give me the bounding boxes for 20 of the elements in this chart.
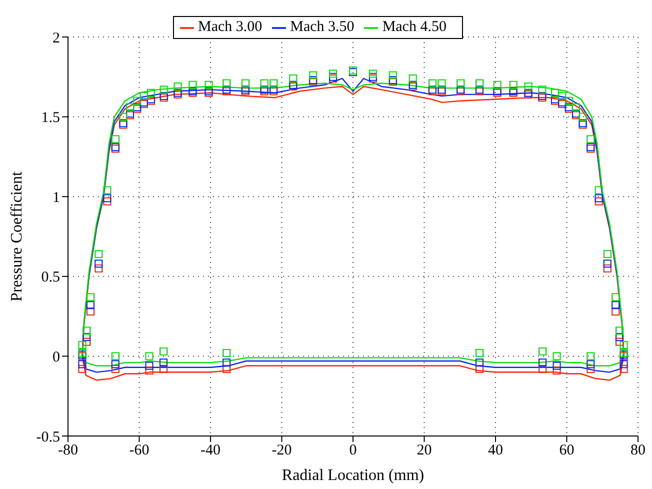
legend-label: Mach 3.00: [198, 19, 262, 35]
x-tick-label: 20: [416, 442, 432, 459]
legend-label: Mach 3.50: [290, 19, 354, 35]
y-tick-label: 0.5: [41, 270, 60, 286]
y-axis-title: Pressure Coefficient: [8, 171, 26, 302]
y-tick-label: -0.5: [36, 429, 60, 446]
y-tick-label: 1: [52, 190, 60, 206]
x-tick-label: -60: [129, 442, 150, 459]
y-tick-label: 2: [52, 30, 60, 46]
x-tick-label: 60: [559, 442, 574, 459]
x-tick-label: 40: [488, 442, 503, 459]
x-tick-label: 0: [349, 442, 357, 459]
x-axis-title: Radial Location (mm): [282, 467, 424, 484]
y-tick-label: 0: [52, 350, 60, 366]
x-tick-label: -40: [200, 442, 220, 459]
x-tick-label: 80: [630, 442, 646, 459]
x-tick-label: -80: [58, 442, 78, 459]
y-tick-label: 1.5: [41, 110, 60, 126]
x-tick-label: -20: [272, 442, 292, 459]
legend-label: Mach 4.50: [382, 19, 446, 35]
